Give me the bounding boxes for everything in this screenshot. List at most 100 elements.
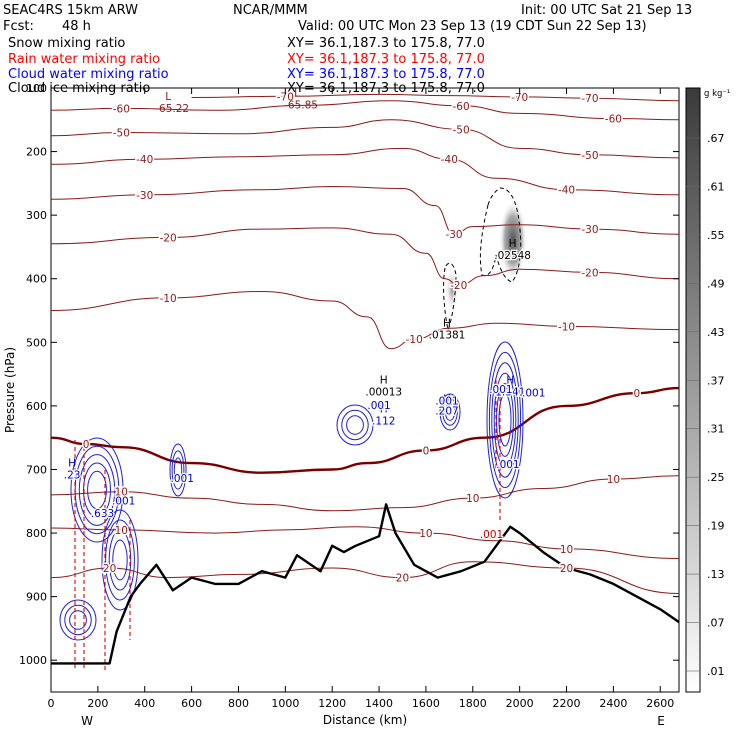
cloud-water-contour <box>341 409 369 441</box>
temperature-contour <box>51 100 679 121</box>
x-tick-label: 0 <box>48 697 55 710</box>
x-tick-label: 2000 <box>506 697 534 710</box>
x-tick-label: 2400 <box>599 697 627 710</box>
y-tick-label: 1000 <box>19 654 47 667</box>
y-tick-label: 200 <box>26 146 47 159</box>
x-tick-label: 1600 <box>412 697 440 710</box>
cloud-water-contour <box>496 383 514 457</box>
max-marker: H <box>380 403 388 415</box>
temperature-contour-label: 10 <box>466 493 479 505</box>
max-marker: H <box>506 375 514 387</box>
field-xy-snow: XY= 36.1,187.3 to 175.8, 77.0 <box>287 36 485 51</box>
cloud-water-contour <box>70 437 124 543</box>
y-tick-label: 500 <box>26 336 47 349</box>
max-value-label: .207 <box>435 406 458 418</box>
contour-value-label: .001 <box>489 384 512 396</box>
temperature-contour-label: -20 <box>450 280 467 292</box>
x-tick-label: 1000 <box>271 697 299 710</box>
cloud-water-contour <box>442 398 458 426</box>
colorbar-label: .61 <box>707 180 725 193</box>
header-model: SEAC4RS 15km ARW <box>3 3 138 18</box>
contour-value-label: .001 <box>480 529 503 541</box>
x-tick-label: 2200 <box>553 697 581 710</box>
header-init: Init: 00 UTC Sat 21 Sep 13 <box>521 3 692 18</box>
axes-layer: 0 200 400 600 800 1000 1200 1400 1600 1800 2000 220… <box>19 82 679 710</box>
contour-label-layer: -70 -70 -70 -60 -60 -60 -50 -50 -50 -40 -40 -40 -30 -… <box>62 88 641 586</box>
temperature-contour-label: -10 <box>558 321 575 333</box>
field-name-cloud-water: Cloud water mixing ratio <box>8 67 169 82</box>
rain-water-contours <box>74 380 501 672</box>
cloud-water-contour <box>101 509 139 611</box>
temperature-contour-label: -60 <box>113 103 130 115</box>
header-fcst-value: 48 h <box>62 19 91 34</box>
header-org: NCAR/MMM <box>233 3 308 18</box>
cloud-water-contour <box>444 403 456 421</box>
cloud-water-contour <box>78 454 116 526</box>
x-tick-label: 1400 <box>365 697 393 710</box>
cloud-water-contour <box>498 393 512 447</box>
x-tick-label: 1800 <box>459 697 487 710</box>
temperature-contour-label: -70 <box>511 92 528 104</box>
temperature-contour <box>191 93 679 102</box>
temperature-contour-label: -50 <box>452 124 469 136</box>
min-marker: L <box>165 91 171 103</box>
min-value-label: -65.85 <box>284 100 318 112</box>
max-value-label: .02548 <box>494 250 531 262</box>
temperature-contour-label: -40 <box>558 185 575 197</box>
x-tick-label: 2600 <box>646 697 674 710</box>
cloud-water-contour <box>486 341 524 499</box>
x-tick-label: 600 <box>181 697 202 710</box>
contour-value-label: .001 <box>522 387 545 399</box>
cloud-ice-outline-2 <box>443 262 457 332</box>
temperature-contour <box>51 227 679 286</box>
colorbar-label: .25 <box>707 471 725 484</box>
max-value-label: .01381 <box>429 329 466 341</box>
temperature-contour-label: 0 <box>633 388 640 400</box>
temperature-contour-label: -20 <box>160 232 177 244</box>
cloud-water-contour <box>493 372 517 468</box>
east-label: E <box>657 714 665 728</box>
temperature-contour-label: -50 <box>113 128 130 140</box>
cloud-water-contour <box>108 529 132 591</box>
colorbar: g kg⁻¹ .67 .61 .55 .49 .43 .37 .31 .25 .19 .13 .07… <box>685 87 730 693</box>
field-xy-rain: XY= 36.1,187.3 to 175.8, 77.0 <box>287 52 485 67</box>
y-tick-label: 700 <box>26 463 47 476</box>
temperature-contour-label: 10 <box>115 487 128 499</box>
temperature-contours <box>51 93 679 594</box>
field-name-snow: Snow mixing ratio <box>8 36 125 51</box>
temperature-contour-label: -30 <box>445 229 462 241</box>
contour-value-label: .001 <box>171 473 194 485</box>
cloud-water-contour <box>64 604 92 636</box>
temperature-contour <box>51 475 679 512</box>
contour-value-label: .001 <box>367 400 390 412</box>
header-valid: Valid: 00 UTC Mon 23 Sep 13 (19 CDT Sun … <box>298 19 647 34</box>
cloud-water-contour <box>171 450 185 490</box>
max-marker: H <box>380 375 388 387</box>
y-tick-label: 100 <box>26 82 47 95</box>
x-tick-label: 800 <box>228 697 249 710</box>
contour-value-label: .001 <box>435 396 458 408</box>
colorbar-label: .43 <box>707 326 725 339</box>
temperature-contour <box>51 526 679 559</box>
max-value-label: .23 <box>64 469 81 481</box>
max-value-label: .112 <box>372 415 395 427</box>
min-marker: L <box>294 88 300 100</box>
header-fcst-label: Fcst: <box>3 19 34 34</box>
cloud-ice-outline-1 <box>479 187 522 283</box>
temperature-contour-label: -30 <box>136 190 153 202</box>
temperature-contour <box>51 185 679 235</box>
temperature-contour-label: -20 <box>581 267 598 279</box>
cloud-water-contour <box>105 519 135 601</box>
cloud-water-contour <box>488 351 522 489</box>
x-tick-label: 200 <box>87 697 108 710</box>
temperature-contour-label: 10 <box>419 528 432 540</box>
colorbar-label: .49 <box>707 277 725 290</box>
temperature-contour-label: -10 <box>406 334 423 346</box>
cloud-water-contour <box>173 457 183 483</box>
temperature-contour-label: 20 <box>396 573 409 585</box>
x-tick-label: 400 <box>134 697 155 710</box>
colorbar-unit: g kg⁻¹ <box>704 89 730 99</box>
y-tick-label: 400 <box>26 273 47 286</box>
field-name-rain: Rain water mixing ratio <box>8 52 160 67</box>
y-tick-label: 900 <box>26 591 47 604</box>
